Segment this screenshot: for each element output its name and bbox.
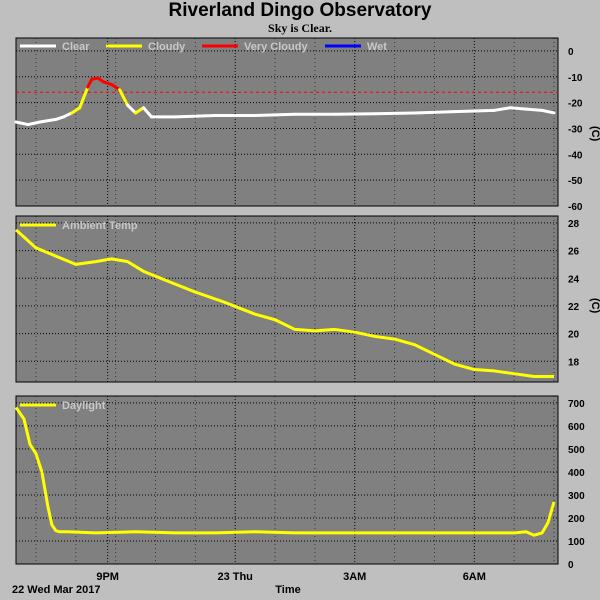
sky-panel: Clear Cloudy Very Cloudy Wet 0 -10 -20 -30 -…	[14, 37, 600, 213]
y-tick-label: 700	[568, 399, 585, 410]
sky-segment	[26, 120, 42, 127]
legend-very-cloudy: Very Cloudy	[244, 41, 308, 53]
sky-segment	[524, 107, 544, 112]
legend-ambient-temp: Ambient Temp	[62, 220, 138, 232]
sky-segment	[70, 106, 82, 115]
y-tick-label: 500	[568, 445, 585, 456]
sky-segment	[118, 88, 130, 107]
x-axis-ticks: 9PM 23 Thu 3AM 6AM	[96, 571, 486, 583]
x-tick-label: 6AM	[463, 571, 486, 583]
sky-segment	[134, 106, 146, 115]
daylight-legend: Daylight	[20, 400, 106, 412]
legend-wet: Wet	[367, 41, 387, 53]
sky-segment	[253, 112, 297, 118]
x-axis-start-date: 22 Wed Mar 2017	[12, 584, 100, 596]
sky-segment	[173, 114, 217, 119]
ambient-panel: Ambient Temp 28 26 24 22 20 18 (C)	[14, 215, 600, 383]
y-tick-label: 0	[568, 560, 574, 571]
sky-segment	[492, 106, 512, 112]
y-tick-label: 100	[568, 537, 585, 548]
legend-cloudy: Cloudy	[148, 41, 186, 53]
chart-title: Riverland Dingo Observatory	[168, 0, 432, 21]
legend-clear: Clear	[62, 41, 90, 53]
y-tick-label: -60	[568, 202, 583, 213]
sky-segment	[110, 83, 122, 92]
y-tick-label: -40	[568, 150, 583, 161]
y-tick-label: 22	[568, 302, 580, 313]
y-tick-label: 300	[568, 491, 585, 502]
x-tick-label: 3AM	[343, 571, 366, 583]
x-axis-label: Time	[275, 584, 300, 596]
x-tick-label: 23 Thu	[217, 571, 252, 583]
ambient-unit-label: (C)	[589, 298, 600, 314]
y-tick-label: 20	[568, 330, 580, 341]
sky-segment	[508, 106, 528, 111]
y-tick-label: -30	[568, 124, 583, 135]
ambient-line	[14, 228, 555, 378]
sky-segment	[78, 85, 90, 110]
sky-segment	[142, 106, 153, 119]
y-tick-label: -10	[568, 73, 583, 84]
legend-daylight: Daylight	[62, 400, 106, 412]
y-tick-label: 200	[568, 514, 585, 525]
y-tick-label: 600	[568, 422, 585, 433]
sky-segment	[373, 111, 417, 116]
daylight-line	[14, 406, 556, 537]
sky-segment	[333, 112, 377, 116]
ambient-legend: Ambient Temp	[20, 220, 138, 232]
sky-segment	[540, 108, 556, 115]
sky-segment	[452, 108, 496, 114]
y-tick-label: 400	[568, 468, 585, 479]
y-tick-label: -20	[568, 99, 583, 110]
sky-unit-label: (C)	[589, 126, 600, 142]
y-tick-label: 26	[568, 247, 580, 258]
sky-segment	[38, 117, 58, 124]
sky-segment	[413, 110, 456, 115]
daylight-panel: Daylight 700 600 500 400 300 200 100 0	[14, 395, 585, 571]
y-tick-label: 18	[568, 357, 580, 368]
x-tick-label: 9PM	[96, 571, 119, 583]
sky-segment	[14, 120, 30, 127]
y-tick-label: 28	[568, 219, 580, 230]
sky-status-subtitle: Sky is Clear.	[268, 21, 332, 35]
sky-segment	[126, 103, 138, 115]
sky-legend: Clear Cloudy Very Cloudy Wet	[20, 41, 387, 53]
y-tick-label: 24	[568, 274, 580, 285]
y-tick-label: 0	[568, 47, 574, 58]
y-tick-label: -50	[568, 176, 583, 187]
